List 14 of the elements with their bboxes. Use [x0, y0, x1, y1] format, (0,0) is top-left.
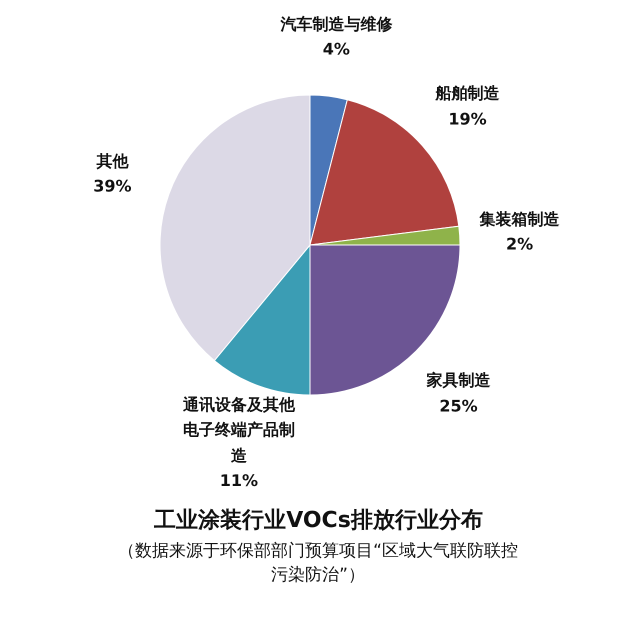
slice-label: 汽车制造与维修: [279, 13, 394, 36]
slice-label: 家具制造: [425, 370, 492, 392]
data-label: 25%: [438, 395, 479, 418]
slice-label: 集装箱制造: [478, 208, 561, 230]
data-label: 11%: [218, 470, 259, 492]
slice-label: 通讯设备及其他电子终端产品制造: [182, 393, 296, 467]
text: （数据来源于环保部部门预算项目“区域大气联防联控污染防治”）: [118, 540, 518, 587]
slice-label: 其他: [95, 150, 130, 172]
data-label: 2%: [504, 234, 534, 256]
text: 工业涂装行业VOCs排放行业分布: [153, 507, 484, 535]
slice-label: 船舶制造: [434, 82, 501, 105]
data-label: 19%: [447, 108, 488, 130]
data-label: 4%: [322, 38, 351, 61]
data-label: 39%: [92, 176, 133, 198]
